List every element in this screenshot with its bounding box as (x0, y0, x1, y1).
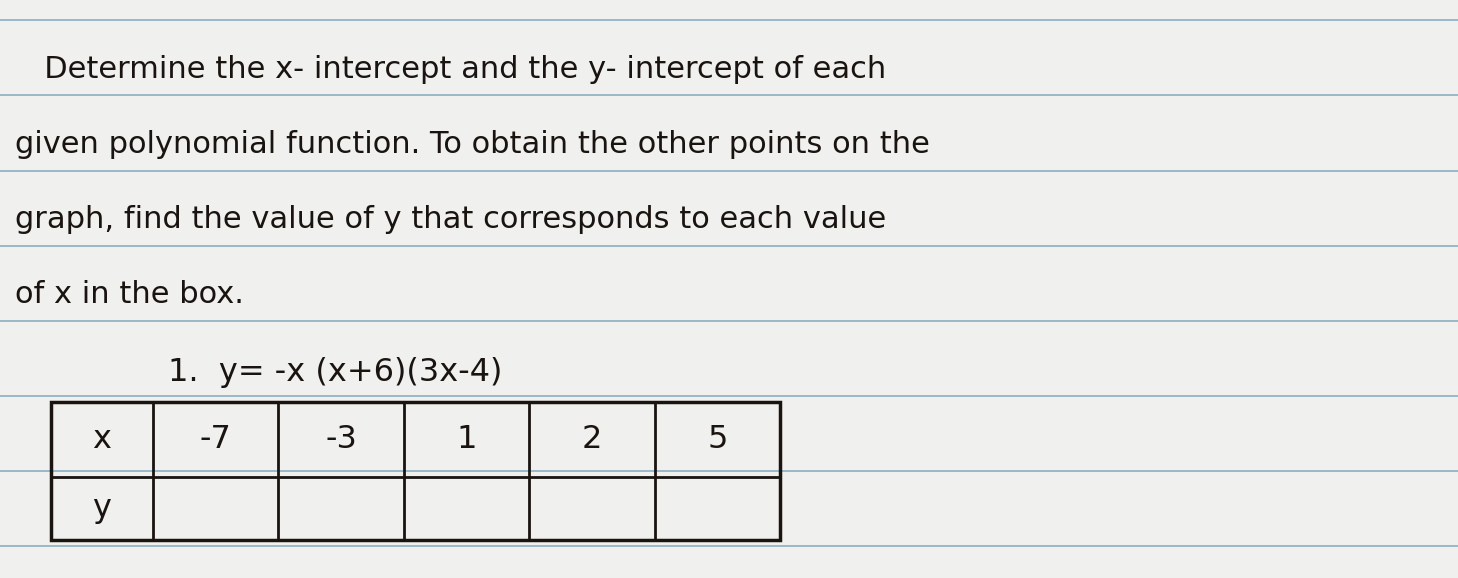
Text: Determine the x- intercept and the y- intercept of each: Determine the x- intercept and the y- in… (15, 55, 886, 84)
Text: graph, find the value of y that corresponds to each value: graph, find the value of y that correspo… (15, 205, 886, 234)
Text: 5: 5 (707, 424, 728, 455)
Text: -3: -3 (325, 424, 357, 455)
Bar (51, 402, 780, 540)
Text: 1: 1 (456, 424, 477, 455)
Text: x: x (92, 424, 112, 455)
Text: -7: -7 (200, 424, 232, 455)
Text: given polynomial function. To obtain the other points on the: given polynomial function. To obtain the… (15, 130, 929, 159)
Text: of x in the box.: of x in the box. (15, 280, 243, 309)
Text: 1.  y= -x (x+6)(3x-4): 1. y= -x (x+6)(3x-4) (168, 357, 502, 388)
Text: 2: 2 (582, 424, 602, 455)
Text: y: y (92, 493, 112, 524)
